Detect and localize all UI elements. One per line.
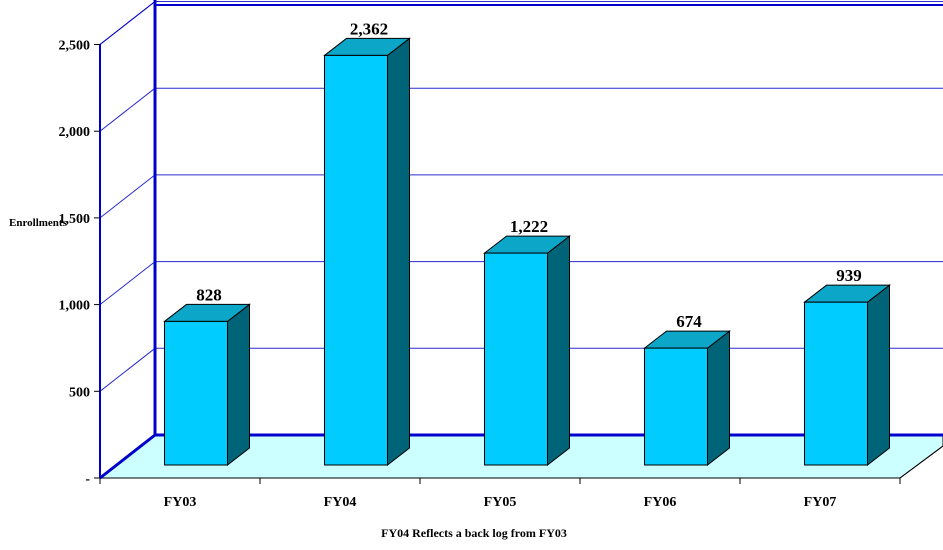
bar-fy05 <box>483 235 571 467</box>
y-tick-label: - <box>85 472 90 487</box>
bar-side-face <box>227 303 250 467</box>
data-label-fy04: 2,362 <box>350 19 388 38</box>
data-label-fy07: 939 <box>836 266 862 285</box>
labels-layer: - 500 1,000 1,500 2,000 2,500 828 FY03 2,362 FY04… <box>59 19 862 510</box>
category-label-fy06: FY06 <box>644 495 677 510</box>
category-label-fy07: FY07 <box>804 495 837 510</box>
bar-fy06 <box>643 330 731 467</box>
bar-fy07 <box>803 284 891 467</box>
x-axis-title: FY04 Reflects a back log from FY03 <box>381 526 567 540</box>
y-tick-label: 1,500 <box>59 212 91 227</box>
y-tick-label: 2,000 <box>59 125 91 140</box>
bar-front-face <box>164 320 228 466</box>
bar-front-face <box>484 252 548 466</box>
gridline-side <box>99 261 156 305</box>
bar-side-face <box>867 284 890 467</box>
data-label-fy06: 674 <box>676 312 702 331</box>
y-tick-label: 2,500 <box>59 39 91 54</box>
y-tick-label: 1,000 <box>59 299 91 314</box>
bar-front-face <box>804 301 868 466</box>
bar-front-face <box>324 54 388 466</box>
left-wall-top <box>99 1 156 45</box>
gridline-side <box>99 347 156 392</box>
data-label-fy03: 828 <box>196 285 222 304</box>
bar-side-face <box>547 235 570 467</box>
data-label-fy05: 1,222 <box>510 217 548 236</box>
bars-layer <box>163 37 891 467</box>
floor-edge <box>899 445 943 479</box>
bar-fy03 <box>163 303 251 467</box>
bar-side-face <box>387 37 410 467</box>
category-label-fy04: FY04 <box>324 495 357 510</box>
bar-side-face <box>707 330 730 467</box>
gridline-side <box>99 174 156 219</box>
bar-fy04 <box>323 37 411 467</box>
bar-front-face <box>644 347 708 466</box>
y-axis-title: Enrollments <box>9 217 68 229</box>
y-tick-label: 500 <box>69 385 90 400</box>
category-label-fy05: FY05 <box>484 495 517 510</box>
gridline-side <box>99 87 156 132</box>
category-label-fy03: FY03 <box>164 495 197 510</box>
floor-side-edge <box>99 433 156 480</box>
